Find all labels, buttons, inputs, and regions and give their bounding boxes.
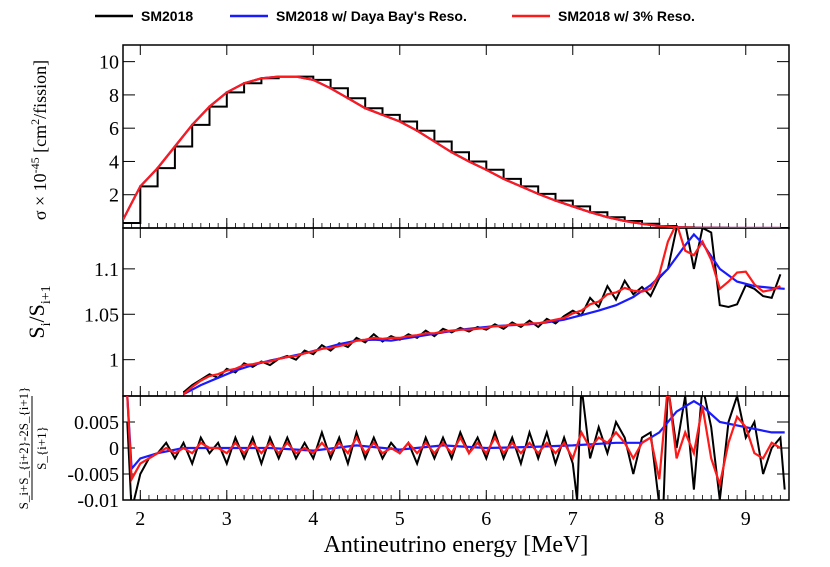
y-tick-label: 1 — [109, 350, 119, 372]
y-tick-label: 8 — [109, 85, 119, 107]
series-0-2 — [123, 75, 781, 228]
x-tick-label: 9 — [741, 508, 751, 530]
y-tick-label: -0.005 — [67, 464, 119, 486]
x-tick-label: 8 — [654, 508, 664, 530]
top-ylabel: σ × 10-45 [cm2/fission] — [28, 60, 50, 220]
y-tick-label: 4 — [109, 151, 119, 173]
x-axis-title: Antineutrino energy [MeV] — [324, 532, 589, 558]
top-panel-frame — [122, 44, 790, 229]
series-0-0 — [123, 75, 789, 228]
x-tick-label: 3 — [222, 508, 232, 530]
x-tick-label: 4 — [308, 508, 318, 530]
x-tick-label: 7 — [568, 508, 578, 530]
y-tick-label: 0 — [109, 438, 119, 460]
y-tick-label: 1.1 — [94, 259, 119, 281]
plot-series — [123, 75, 789, 500]
legend-label-dayabay: SM2018 w/ Daya Bay's Reso. — [276, 8, 467, 24]
series-2-2 — [126, 396, 781, 489]
series-1-2 — [182, 228, 781, 396]
bottom-ylabel: S_i+S_{i+2}-2S_{i+1} S_{i+1} — [16, 387, 49, 510]
series-1-1 — [182, 232, 785, 396]
x-tick-label: 2 — [135, 508, 145, 530]
axis-ticks: 2 4 6 8 10 1 1.05 1.1 -0.01 -0.005 0 0.005 2 3 4 5 6 7 8 9 — [67, 45, 790, 530]
y-tick-label: 6 — [109, 118, 119, 140]
y-tick-label: 1.05 — [84, 304, 119, 326]
y-tick-label: -0.01 — [77, 490, 119, 512]
x-tick-label: 5 — [395, 508, 405, 530]
legend-label-sm2018: SM2018 — [141, 8, 193, 24]
y-tick-label: 0.005 — [74, 412, 119, 434]
legend-label-3pct: SM2018 w/ 3% Reso. — [558, 8, 695, 24]
legend: SM2018 SM2018 w/ Daya Bay's Reso. SM2018… — [95, 8, 695, 24]
series-1-0 — [182, 228, 782, 394]
bottom-ylabel-numerator: S_i+S_{i+2}-2S_{i+1} — [16, 387, 31, 510]
bottom-ylabel-denominator: S_{i+1} — [34, 426, 49, 470]
middle-ylabel: Si/Si+1 — [24, 285, 54, 338]
y-tick-label: 2 — [109, 185, 119, 207]
y-tick-label: 10 — [99, 52, 119, 74]
x-tick-label: 6 — [481, 508, 491, 530]
